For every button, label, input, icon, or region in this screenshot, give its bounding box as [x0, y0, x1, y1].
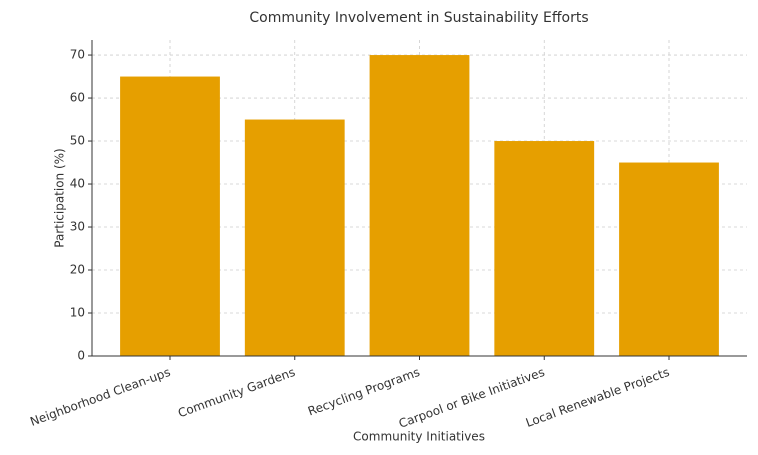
x-axis-label: Community Initiatives: [353, 430, 485, 444]
bar: [120, 76, 220, 356]
y-tick-label: 60: [70, 91, 85, 105]
y-tick-label: 20: [70, 263, 85, 277]
y-tick-label: 40: [70, 177, 85, 191]
y-tick-label: 0: [77, 349, 85, 363]
x-tick-label: Community Gardens: [176, 365, 297, 420]
x-tick-label: Neighborhood Clean-ups: [28, 365, 172, 429]
x-tick-label: Local Renewable Projects: [524, 365, 671, 430]
x-tick-label: Recycling Programs: [306, 365, 422, 419]
y-tick-label: 50: [70, 134, 85, 148]
y-tick-label: 10: [70, 306, 85, 320]
chart-title: Community Involvement in Sustainability …: [249, 10, 588, 26]
y-tick-label: 70: [70, 48, 85, 62]
bar: [619, 162, 719, 356]
y-axis-label: Participation (%): [53, 148, 67, 248]
y-tick-label: 30: [70, 220, 85, 234]
bar: [369, 55, 470, 357]
bar: [244, 119, 345, 356]
bar: [494, 141, 595, 356]
